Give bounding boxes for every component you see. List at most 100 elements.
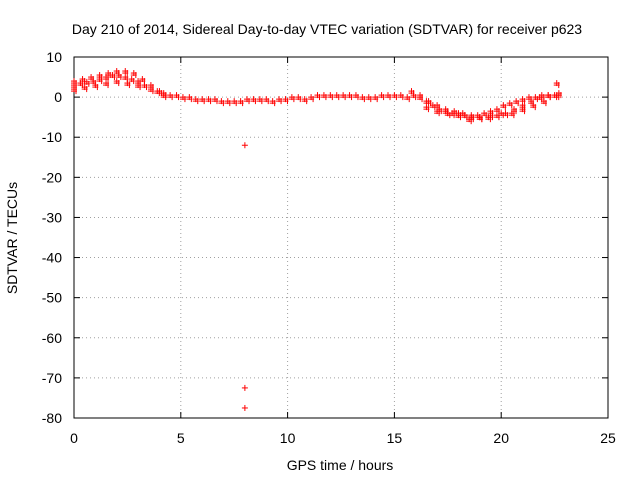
plot-area-border bbox=[73, 56, 609, 419]
data-point bbox=[397, 92, 404, 101]
data-point bbox=[179, 94, 186, 103]
data-point bbox=[282, 96, 289, 105]
data-point bbox=[130, 70, 137, 79]
data-point bbox=[404, 94, 411, 103]
y-tick-label: 0 bbox=[54, 89, 62, 105]
data-point bbox=[340, 92, 347, 101]
data-point bbox=[199, 96, 206, 105]
chart-title: Day 210 of 2014, Sidereal Day-to-day VTE… bbox=[72, 21, 582, 37]
data-point bbox=[384, 92, 391, 101]
y-axis-label: SDTVAR / TECUs bbox=[4, 182, 20, 294]
data-point bbox=[476, 114, 483, 123]
data-point bbox=[205, 96, 212, 105]
y-tick-label: 10 bbox=[46, 49, 62, 65]
data-point bbox=[160, 92, 167, 101]
y-tick-labels: 10 0 -10 -20 -30 -40 -50 -60 -70 -80 bbox=[42, 49, 62, 426]
data-point bbox=[365, 94, 372, 103]
data-point bbox=[508, 110, 515, 119]
x-axis-label: GPS time / hours bbox=[287, 457, 394, 473]
data-point bbox=[498, 110, 505, 119]
data-point bbox=[135, 82, 142, 91]
data-point bbox=[250, 96, 257, 105]
data-point bbox=[434, 102, 441, 111]
data-point bbox=[295, 94, 302, 103]
x-tick-labels: 0 5 10 15 20 25 bbox=[70, 430, 616, 446]
data-point bbox=[519, 96, 526, 105]
data-point bbox=[545, 92, 552, 101]
data-point bbox=[218, 98, 225, 107]
data-point bbox=[71, 78, 77, 87]
data-point bbox=[444, 110, 451, 119]
data-point bbox=[487, 112, 494, 121]
data-point bbox=[241, 142, 248, 149]
data-point bbox=[124, 80, 131, 89]
data-point bbox=[408, 88, 415, 97]
data-point bbox=[113, 78, 120, 87]
y-tick-label: -10 bbox=[42, 129, 62, 145]
data-point bbox=[81, 84, 88, 93]
y-tick-label: -50 bbox=[42, 290, 62, 306]
data-point bbox=[553, 92, 560, 101]
data-point bbox=[113, 68, 120, 77]
data-point bbox=[352, 92, 359, 101]
data-point bbox=[103, 80, 110, 89]
axis-ticks bbox=[73, 56, 609, 419]
data-point bbox=[276, 96, 283, 105]
data-point bbox=[173, 92, 180, 101]
data-point bbox=[493, 106, 500, 115]
data-point bbox=[231, 98, 238, 107]
data-point bbox=[391, 92, 398, 101]
data-point bbox=[327, 92, 334, 101]
data-point bbox=[536, 94, 543, 103]
data-point bbox=[237, 98, 244, 107]
data-point bbox=[244, 96, 251, 105]
x-tick-label: 15 bbox=[387, 430, 403, 446]
data-point bbox=[372, 94, 379, 103]
data-point bbox=[88, 74, 95, 83]
data-point bbox=[301, 96, 308, 105]
data-points bbox=[71, 68, 562, 411]
grid-lines bbox=[74, 57, 608, 418]
y-tick-label: -60 bbox=[42, 330, 62, 346]
data-point bbox=[466, 116, 473, 125]
y-tick-label: -80 bbox=[42, 410, 62, 426]
data-point bbox=[513, 98, 520, 107]
data-point bbox=[211, 96, 218, 105]
data-point bbox=[269, 98, 276, 107]
data-point bbox=[455, 112, 462, 121]
data-point bbox=[224, 98, 231, 107]
data-point bbox=[241, 384, 248, 391]
data-point bbox=[105, 70, 112, 79]
x-tick-label: 5 bbox=[177, 430, 185, 446]
data-point bbox=[320, 92, 327, 101]
data-point bbox=[186, 94, 193, 103]
data-point bbox=[378, 92, 385, 101]
data-point bbox=[92, 82, 99, 91]
data-point bbox=[147, 82, 154, 91]
x-tick-label: 0 bbox=[70, 430, 78, 446]
data-point bbox=[540, 98, 547, 107]
data-point bbox=[434, 108, 441, 117]
y-tick-label: -20 bbox=[42, 169, 62, 185]
data-point bbox=[519, 106, 526, 115]
data-point bbox=[96, 72, 103, 81]
data-point bbox=[263, 96, 270, 105]
x-tick-label: 10 bbox=[280, 430, 296, 446]
data-point bbox=[314, 92, 321, 101]
data-point bbox=[500, 102, 507, 111]
data-point bbox=[128, 76, 135, 85]
data-point bbox=[139, 76, 146, 85]
x-tick-label: 25 bbox=[600, 430, 616, 446]
data-point bbox=[468, 112, 475, 121]
y-tick-label: -70 bbox=[42, 370, 62, 386]
data-point bbox=[79, 76, 86, 85]
data-point bbox=[256, 96, 263, 105]
data-point bbox=[359, 94, 366, 103]
y-tick-label: -40 bbox=[42, 250, 62, 266]
data-point bbox=[423, 104, 430, 113]
x-tick-label: 20 bbox=[493, 430, 509, 446]
data-point bbox=[530, 102, 537, 111]
data-point bbox=[192, 96, 199, 105]
